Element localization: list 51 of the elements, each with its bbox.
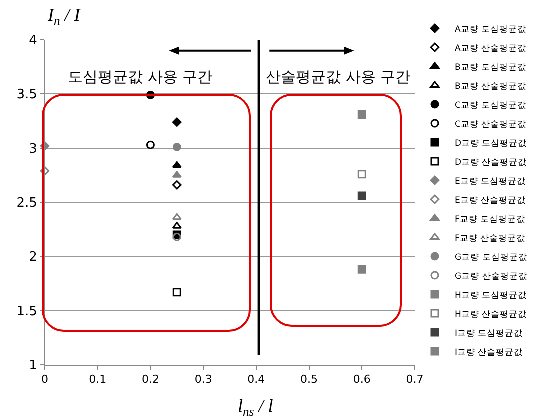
y-tick-label: 1.5 xyxy=(16,304,38,320)
legend-label: D교량 도심평균값 xyxy=(455,138,528,149)
x-tick-label: 0 xyxy=(42,373,48,386)
x-tick-label: 0.7 xyxy=(406,373,424,386)
point xyxy=(40,166,50,176)
point xyxy=(172,222,182,229)
annotation: 도심평균값 사용 구간 xyxy=(68,68,213,86)
x-tick-label: 0.5 xyxy=(300,373,318,386)
point xyxy=(358,265,366,274)
legend-label: A교량 산술평균값 xyxy=(455,44,527,54)
x-tick-label: 0.2 xyxy=(142,373,160,386)
point xyxy=(146,140,155,150)
legend-label: I교량 산술평균값 xyxy=(455,348,524,358)
legend-label: A교량 도심평균값 xyxy=(455,24,527,35)
legend-label: G교량 도심평균값 xyxy=(455,252,528,263)
legend-label: H교량 산술평균값 xyxy=(455,310,528,320)
point xyxy=(172,118,182,127)
y-tick-label: 3 xyxy=(29,142,38,157)
point xyxy=(358,170,366,179)
x-axis-title: l$_{ns}$ / l xyxy=(238,396,274,419)
x-tick-label: 0.4 xyxy=(248,373,266,386)
legend-label: F교량 도심평균값 xyxy=(455,214,526,225)
y-tick-label: 2.5 xyxy=(16,196,38,212)
y-tick-label: 4 xyxy=(29,34,38,49)
legend-label: E교량 도심평균값 xyxy=(455,176,526,187)
legend-label: C교량 산술평균값 xyxy=(455,120,527,130)
legend-label: B교량 산술평균값 xyxy=(455,82,527,92)
point xyxy=(358,192,366,200)
y-tick-label: 3.5 xyxy=(16,88,38,103)
point xyxy=(172,288,182,297)
y-axis-title: I$_{n}$ / I xyxy=(47,5,82,28)
legend-label: I교량 도심평균값 xyxy=(455,328,524,339)
legend-label: C교량 도심평균값 xyxy=(455,100,527,111)
annotation: 산술평균값 사용 구간 xyxy=(266,68,411,86)
legend-label: B교량 도심평균값 xyxy=(455,62,527,73)
point xyxy=(172,180,182,190)
legend-label: H교량 도심평균값 xyxy=(455,290,528,301)
point xyxy=(172,171,182,178)
x-tick-label: 0.6 xyxy=(353,373,371,386)
legend-label: F교량 산술평균값 xyxy=(455,234,526,244)
point xyxy=(172,143,182,152)
legend-label: E교량 산술평균값 xyxy=(455,196,526,206)
x-tick-label: 0.1 xyxy=(89,373,107,386)
point xyxy=(172,213,182,220)
y-tick-label: 1 xyxy=(29,358,38,374)
legend-label: D교량 산술평균값 xyxy=(455,158,528,168)
y-tick-label: 2 xyxy=(29,250,38,266)
legend-label: G교량 산술평균값 xyxy=(455,272,528,282)
point xyxy=(358,110,366,119)
x-tick-label: 0.3 xyxy=(194,373,212,386)
point xyxy=(172,161,182,168)
